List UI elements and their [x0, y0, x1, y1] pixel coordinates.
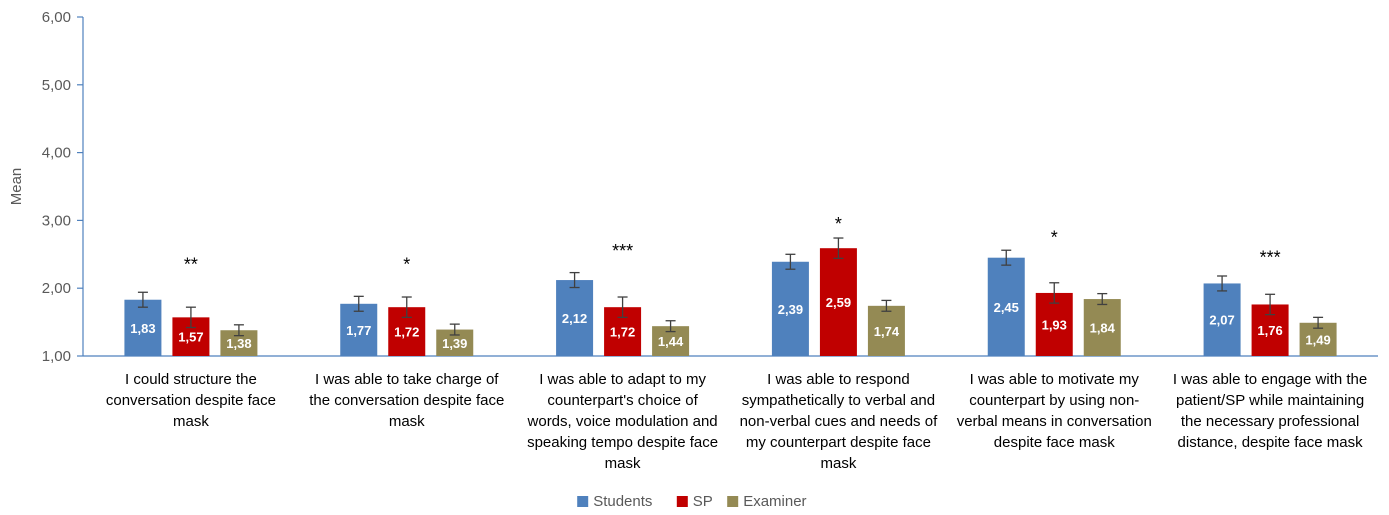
bar: [556, 280, 594, 356]
bar: [819, 248, 857, 356]
bar: [1203, 283, 1241, 356]
data-label: 1,72: [610, 325, 635, 340]
legend-entry: SP: [693, 493, 713, 510]
data-label: 1,76: [1257, 323, 1282, 338]
y-tick-label: 2,00: [42, 280, 71, 297]
data-label: 1,84: [1090, 321, 1116, 336]
data-label: 1,77: [346, 323, 371, 338]
significance-marker: *: [1051, 227, 1058, 247]
bar: [867, 305, 905, 356]
y-tick-label: 6,00: [42, 9, 71, 26]
bars: 1,831,57 1,38**1,77 1,721,39*2,121,721,44*…: [124, 214, 1337, 356]
data-label: 1,49: [1305, 332, 1330, 347]
data-label: 1,44: [658, 334, 684, 349]
x-category-label: I could structure the conversation despit…: [106, 371, 276, 430]
significance-marker: *: [403, 254, 410, 274]
bar: [124, 299, 162, 356]
y-axis: 1,00 2,00 3,00 4,00 5,00 6,00 Mean: [8, 9, 84, 365]
bar: [771, 261, 809, 356]
y-tick-label: 5,00: [42, 77, 71, 94]
data-label: 1,39: [442, 336, 467, 351]
x-category-label: I was able to respond sympathetically to …: [740, 371, 938, 472]
data-label: 2,59: [826, 295, 851, 310]
x-category-label: I was able to motivate my counterpart by …: [957, 371, 1152, 451]
bar: [987, 257, 1025, 356]
data-label: 1,38: [226, 336, 251, 351]
significance-marker: *: [835, 214, 842, 234]
data-label: 1,72: [394, 325, 419, 340]
legend-swatch: [577, 496, 589, 507]
legend-entry: Examiner: [743, 493, 806, 510]
significance-marker: ***: [1260, 248, 1281, 268]
x-axis: I could structure the conversation despit…: [83, 355, 1378, 472]
significance-marker: **: [184, 254, 198, 274]
legend-swatch: [727, 496, 739, 507]
data-label: 2,07: [1209, 313, 1234, 328]
y-axis-title: Mean: [8, 168, 25, 206]
significance-marker: ***: [612, 241, 633, 261]
data-label: 2,39: [778, 302, 803, 317]
x-category-label: I was able to adapt to my counterpart's c…: [527, 371, 719, 472]
legend: Students SP Examiner: [577, 493, 807, 510]
x-category-label: I was able to engage with the patient/SP …: [1173, 371, 1367, 451]
legend-entry: Students: [593, 493, 652, 510]
y-tick-label: 3,00: [42, 212, 71, 229]
y-tick-label: 1,00: [42, 348, 71, 365]
data-label: 2,12: [562, 311, 587, 326]
x-category-label: I was able to take charge of the conversa…: [309, 371, 504, 430]
data-label: 1,57: [178, 330, 203, 345]
data-label: 1,93: [1042, 317, 1067, 332]
y-tick-label: 4,00: [42, 145, 71, 162]
data-label: 1,83: [130, 321, 155, 336]
data-label: 2,45: [994, 300, 1019, 315]
legend-swatch: [676, 496, 688, 507]
bar: [340, 303, 378, 356]
data-label: 1,74: [874, 324, 900, 339]
bar: [1083, 299, 1121, 356]
